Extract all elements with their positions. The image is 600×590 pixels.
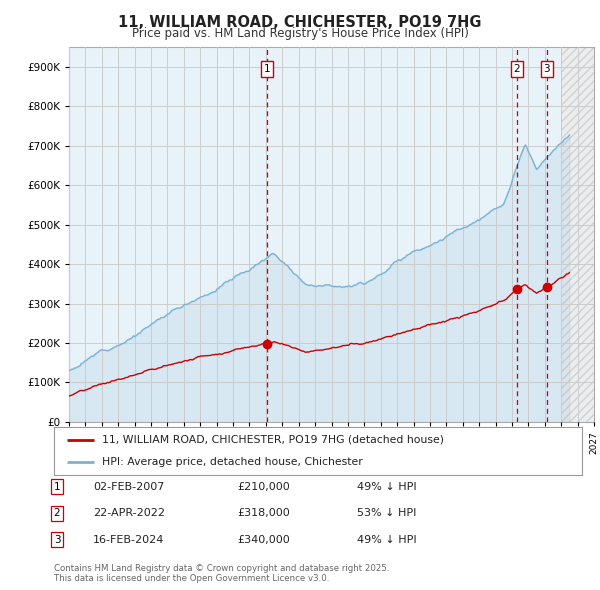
Text: 2: 2 bbox=[53, 509, 61, 518]
Text: 53% ↓ HPI: 53% ↓ HPI bbox=[357, 509, 416, 518]
Text: 22-APR-2022: 22-APR-2022 bbox=[93, 509, 165, 518]
Text: £340,000: £340,000 bbox=[237, 535, 290, 545]
Text: 49% ↓ HPI: 49% ↓ HPI bbox=[357, 535, 416, 545]
Text: 3: 3 bbox=[544, 64, 550, 74]
Text: £210,000: £210,000 bbox=[237, 482, 290, 491]
Bar bbox=[561, 47, 594, 422]
Text: £318,000: £318,000 bbox=[237, 509, 290, 518]
Text: 16-FEB-2024: 16-FEB-2024 bbox=[93, 535, 164, 545]
Bar bbox=[561, 47, 594, 422]
Text: 02-FEB-2007: 02-FEB-2007 bbox=[93, 482, 164, 491]
Text: 1: 1 bbox=[264, 64, 271, 74]
Text: 2: 2 bbox=[514, 64, 520, 74]
Text: 49% ↓ HPI: 49% ↓ HPI bbox=[357, 482, 416, 491]
Text: Contains HM Land Registry data © Crown copyright and database right 2025.
This d: Contains HM Land Registry data © Crown c… bbox=[54, 563, 389, 583]
Text: 3: 3 bbox=[53, 535, 61, 545]
Text: Price paid vs. HM Land Registry's House Price Index (HPI): Price paid vs. HM Land Registry's House … bbox=[131, 27, 469, 40]
Text: 1: 1 bbox=[53, 482, 61, 491]
Text: HPI: Average price, detached house, Chichester: HPI: Average price, detached house, Chic… bbox=[101, 457, 362, 467]
Text: 11, WILLIAM ROAD, CHICHESTER, PO19 7HG: 11, WILLIAM ROAD, CHICHESTER, PO19 7HG bbox=[118, 15, 482, 30]
Text: 11, WILLIAM ROAD, CHICHESTER, PO19 7HG (detached house): 11, WILLIAM ROAD, CHICHESTER, PO19 7HG (… bbox=[101, 435, 443, 445]
